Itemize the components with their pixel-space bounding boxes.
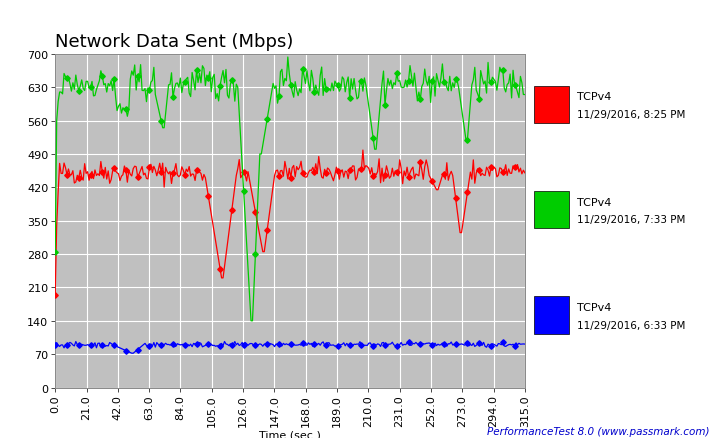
Text: TCPv4: TCPv4 (577, 303, 612, 312)
Text: TCPv4: TCPv4 (577, 198, 612, 207)
Text: PerformanceTest 8.0 (www.passmark.com): PerformanceTest 8.0 (www.passmark.com) (488, 426, 710, 436)
Text: TCPv4: TCPv4 (577, 92, 612, 102)
Text: 11/29/2016, 6:33 PM: 11/29/2016, 6:33 PM (577, 320, 685, 330)
Text: 11/29/2016, 7:33 PM: 11/29/2016, 7:33 PM (577, 215, 685, 225)
Text: 11/29/2016, 8:25 PM: 11/29/2016, 8:25 PM (577, 110, 685, 120)
Text: Network Data Sent (Mbps): Network Data Sent (Mbps) (55, 32, 293, 50)
X-axis label: Time (sec.): Time (sec.) (259, 429, 321, 438)
